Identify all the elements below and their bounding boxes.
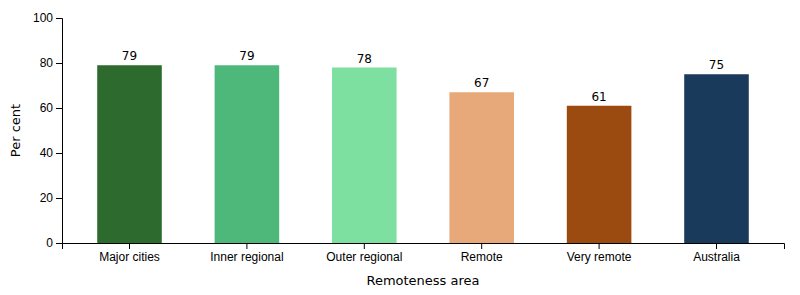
x-tick: Inner regional	[210, 243, 283, 264]
bar	[684, 74, 749, 243]
tick-label: Major cities	[99, 250, 160, 264]
y-tick: 20	[40, 191, 62, 205]
tick-label: Very remote	[567, 250, 632, 264]
tick-mark	[599, 243, 600, 249]
bar	[567, 106, 632, 243]
tick-label: 80	[40, 56, 54, 70]
y-tick: 60	[40, 101, 62, 115]
data-label: 78	[357, 52, 372, 66]
x-axis: Major cities Inner regional Outer regional…	[63, 243, 785, 264]
tick-label: Outer regional	[326, 250, 402, 264]
x-tick: Remote	[461, 243, 503, 264]
tick-mark	[56, 63, 62, 64]
tick-label: Remote	[461, 250, 503, 264]
x-axis-title: Remoteness area	[366, 273, 479, 288]
data-labels: 79 79 78 67 61 75	[122, 49, 724, 104]
tick-mark	[716, 243, 717, 249]
tick-mark	[56, 18, 62, 19]
data-label: 67	[474, 76, 489, 90]
tick-label: 60	[40, 101, 54, 115]
bar	[97, 65, 162, 243]
bars	[97, 65, 749, 243]
tick-mark	[56, 243, 62, 244]
y-tick: 0	[46, 236, 62, 250]
chart-svg: 79 79 78 67 61 75 Major cities Inner regional Ou…	[0, 0, 800, 295]
tick-mark	[56, 198, 62, 199]
tick-label: 0	[46, 236, 53, 250]
y-tick: 100	[33, 11, 62, 25]
bar	[449, 92, 514, 243]
tick-label: Australia	[693, 250, 740, 264]
data-label: 79	[122, 49, 137, 63]
y-axis-title: Per cent	[8, 104, 23, 157]
tick-label: 20	[40, 191, 54, 205]
tick-mark	[56, 153, 62, 154]
tick-mark	[246, 243, 247, 249]
tick-mark	[129, 243, 130, 249]
y-tick: 40	[40, 146, 62, 160]
bar	[332, 68, 397, 244]
chart-container: 79 79 78 67 61 75 Major cities Inner regional Ou…	[0, 0, 800, 295]
y-tick: 80	[40, 56, 62, 70]
data-label: 75	[709, 58, 724, 72]
tick-mark	[56, 108, 62, 109]
x-tick: Very remote	[567, 243, 632, 264]
bar	[215, 65, 280, 243]
tick-label: 100	[33, 11, 53, 25]
x-tick: Outer regional	[326, 243, 402, 264]
tick-mark	[481, 243, 482, 249]
x-tick: Major cities	[99, 243, 160, 264]
axis-domain	[63, 244, 785, 250]
tick-mark	[364, 243, 365, 249]
plot-area: 79 79 78 67 61 75 Major cities Inner regional Ou…	[33, 11, 785, 263]
data-label: 79	[239, 49, 254, 63]
x-tick: Australia	[693, 243, 740, 264]
data-label: 61	[591, 90, 606, 104]
tick-label: Inner regional	[210, 250, 283, 264]
axis-domain	[56, 19, 63, 244]
y-axis: 0 20 40 60 80 100	[33, 11, 63, 250]
tick-label: 40	[40, 146, 54, 160]
